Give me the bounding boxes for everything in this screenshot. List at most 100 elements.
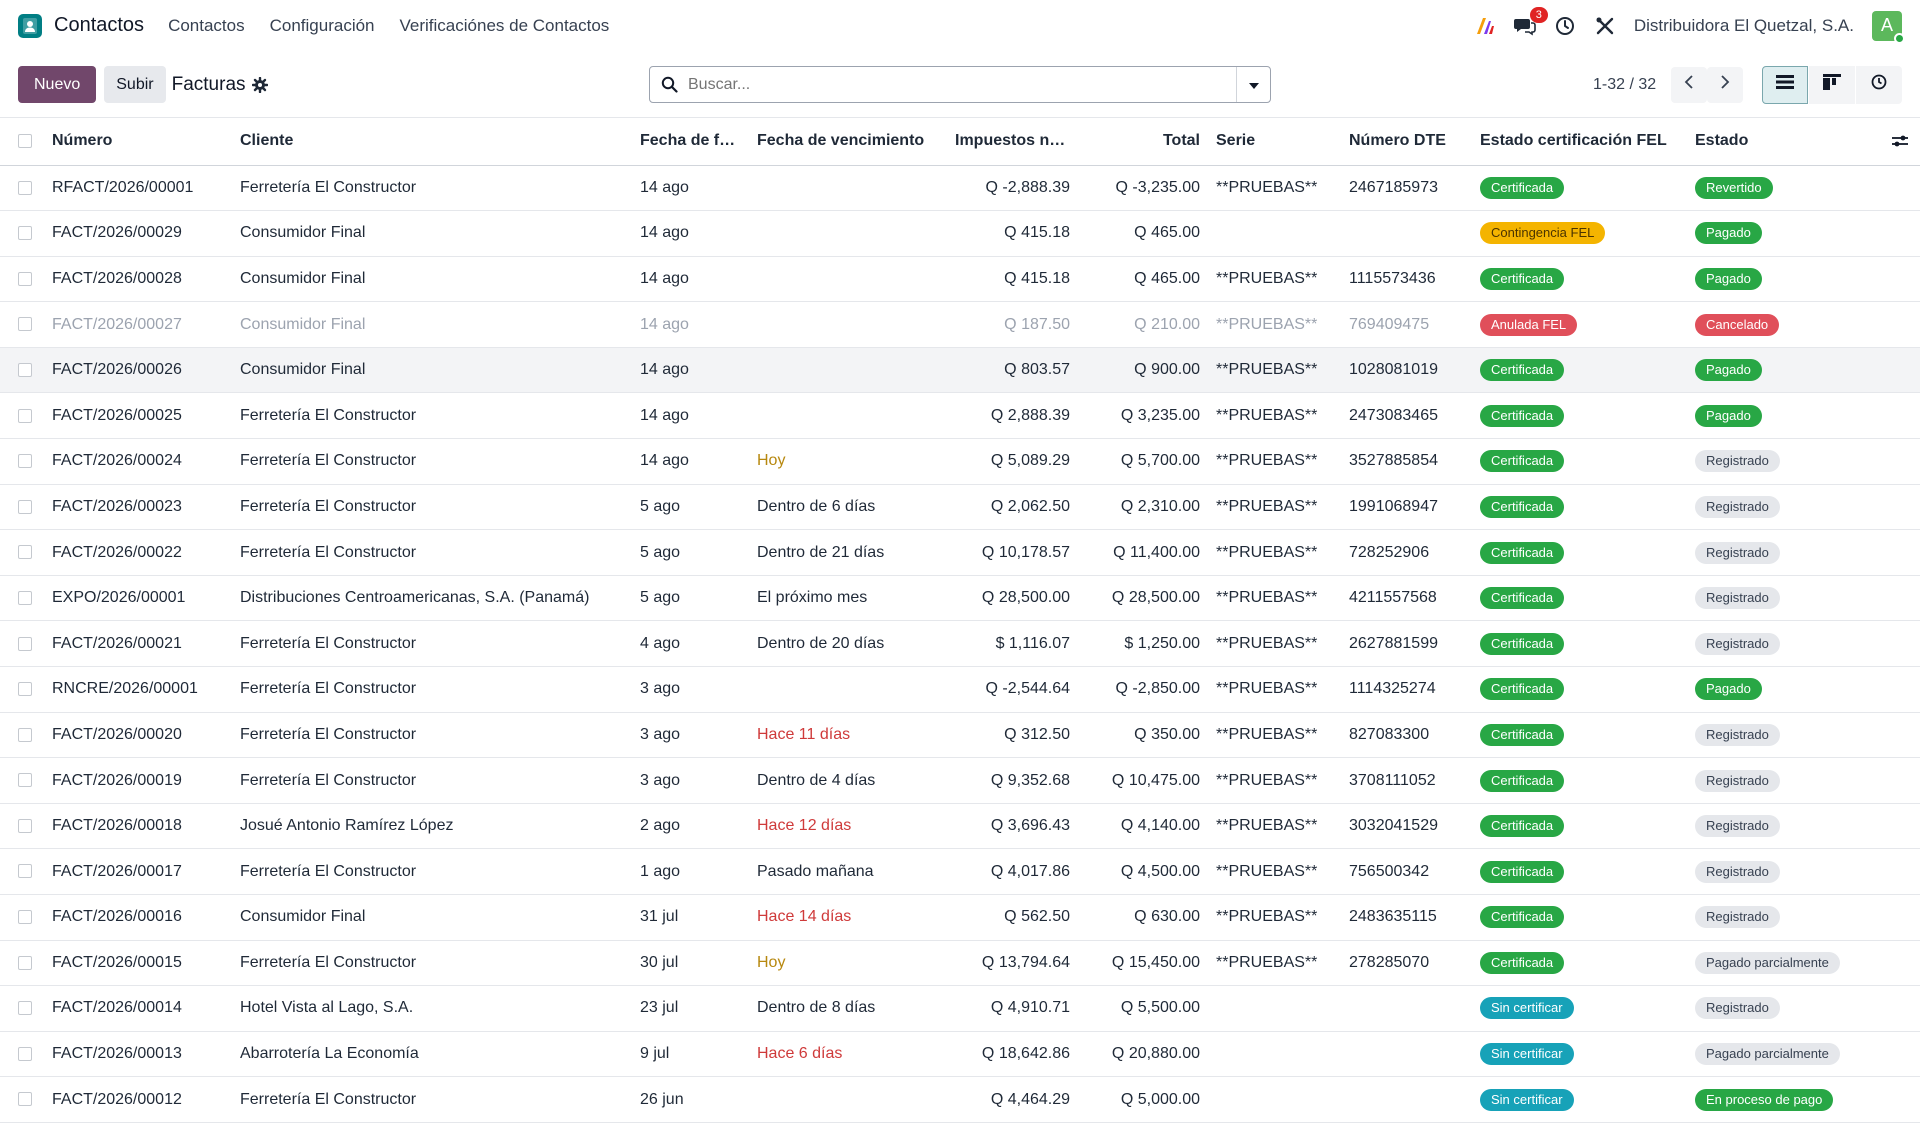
contacts-app-icon[interactable] <box>18 13 42 38</box>
amount-total: Q 10,475.00 <box>1111 771 1200 789</box>
table-row[interactable]: FACT/2026/00020 Ferretería El Constructor… <box>0 712 1920 758</box>
row-checkbox[interactable] <box>0 895 44 941</box>
row-checkbox[interactable] <box>0 165 44 211</box>
row-checkbox[interactable] <box>0 575 44 621</box>
invoice-number: RFACT/2026/00001 <box>52 178 194 196</box>
amount-total: $ 1,250.00 <box>1124 634 1200 652</box>
list-view-button[interactable] <box>1762 65 1808 104</box>
column-header-number[interactable]: Número <box>52 132 113 150</box>
state-badge: Registrado <box>1695 723 1780 746</box>
clock-icon[interactable] <box>1554 15 1576 37</box>
table-row[interactable]: FACT/2026/00021 Ferretería El Constructor… <box>0 621 1920 667</box>
row-checkbox[interactable] <box>0 758 44 804</box>
search-options-toggle[interactable] <box>1236 67 1270 102</box>
row-checkbox[interactable] <box>0 849 44 895</box>
ai-assistant-icon[interactable] <box>1474 15 1496 37</box>
row-checkbox[interactable] <box>0 712 44 758</box>
pager-value[interactable]: 1-32 / 32 <box>1593 75 1657 93</box>
row-checkbox[interactable] <box>0 530 44 576</box>
new-button[interactable]: Nuevo <box>18 66 97 103</box>
client-name: Hotel Vista al Lago, S.A. <box>240 999 414 1017</box>
sliders-icon[interactable] <box>1892 134 1908 153</box>
state-cell: Pagado parcialmente <box>1687 940 1920 986</box>
invoice-date: 3 ago <box>640 725 681 743</box>
table-row[interactable]: FACT/2026/00018 Josué Antonio Ramírez Lóp… <box>0 803 1920 849</box>
table-row[interactable]: FACT/2026/00019 Ferretería El Constructor… <box>0 758 1920 804</box>
table-row[interactable]: FACT/2026/00028 Consumidor Final 14 ago Q 4… <box>0 256 1920 302</box>
row-checkbox[interactable] <box>0 1031 44 1077</box>
column-header-fel-state[interactable]: Estado certificación FEL <box>1480 132 1667 150</box>
fel-status-badge: Anulada FEL <box>1480 313 1578 336</box>
column-header-total[interactable]: Total <box>1162 132 1200 150</box>
menu-verificaciones[interactable]: Verificaciónes de Contactos <box>399 15 610 35</box>
chat-icon[interactable]: 3 <box>1513 6 1548 37</box>
table-row[interactable]: RFACT/2026/00001 Ferretería El Constructo… <box>0 165 1920 211</box>
user-avatar[interactable]: A <box>1872 10 1905 44</box>
row-checkbox[interactable] <box>0 803 44 849</box>
state-cell: Registrado <box>1687 530 1920 576</box>
gear-icon[interactable] <box>251 76 268 93</box>
menu-contactos[interactable]: Contactos <box>168 15 245 35</box>
pager-previous-button[interactable] <box>1671 66 1707 103</box>
table-row[interactable]: FACT/2026/00013 Abarrotería La Economía 9 … <box>0 1031 1920 1077</box>
state-cell: En proceso de pago <box>1687 1077 1920 1123</box>
row-checkbox[interactable] <box>0 211 44 257</box>
column-header-tax-excluded[interactable]: Impuestos no ... <box>955 132 1077 150</box>
table-row[interactable]: FACT/2026/00015 Ferretería El Constructor… <box>0 940 1920 986</box>
table-row[interactable]: FACT/2026/00022 Ferretería El Constructor… <box>0 530 1920 576</box>
amount-untaxed: $ 1,116.07 <box>995 634 1070 652</box>
row-checkbox[interactable] <box>0 439 44 485</box>
company-name[interactable]: Distribuidora El Quetzal, S.A. <box>1633 15 1854 35</box>
due-date: Hace 6 días <box>757 1045 843 1063</box>
table-row[interactable]: FACT/2026/00012 Ferretería El Constructor… <box>0 1077 1920 1123</box>
dte-number: 2467185973 <box>1349 178 1438 196</box>
table-row[interactable]: FACT/2026/00026 Consumidor Final 14 ago Q 8… <box>0 347 1920 393</box>
column-header-dte[interactable]: Número DTE <box>1349 132 1446 150</box>
row-checkbox[interactable] <box>0 621 44 667</box>
table-row[interactable]: RNCRE/2026/00001 Ferretería El Constructo… <box>0 667 1920 713</box>
column-header-due-date[interactable]: Fecha de vencimiento <box>757 132 925 150</box>
due-date: Dentro de 20 días <box>757 634 885 652</box>
menu-configuracion[interactable]: Configuración <box>269 15 375 35</box>
table-row[interactable]: FACT/2026/00017 Ferretería El Constructor… <box>0 849 1920 895</box>
amount-total: Q -2,850.00 <box>1115 680 1201 698</box>
column-header-client[interactable]: Cliente <box>240 132 294 150</box>
row-checkbox[interactable] <box>0 393 44 439</box>
row-checkbox[interactable] <box>0 302 44 348</box>
state-badge: Registrado <box>1695 450 1780 473</box>
fel-status-cell: Certificada <box>1472 849 1687 895</box>
row-checkbox[interactable] <box>0 667 44 713</box>
table-row[interactable]: FACT/2026/00014 Hotel Vista al Lago, S.A.… <box>0 986 1920 1032</box>
table-row[interactable]: FACT/2026/00025 Ferretería El Constructor… <box>0 393 1920 439</box>
column-header-state[interactable]: Estado <box>1687 118 1920 165</box>
table-row[interactable]: FACT/2026/00027 Consumidor Final 14 ago Q 1… <box>0 302 1920 348</box>
row-checkbox[interactable] <box>0 484 44 530</box>
column-header-invoice-date[interactable]: Fecha de fa... <box>640 132 742 150</box>
due-date <box>749 165 947 211</box>
row-checkbox[interactable] <box>0 256 44 302</box>
amount-total: Q 3,235.00 <box>1120 406 1200 424</box>
select-all-checkbox[interactable] <box>0 118 44 165</box>
table-row[interactable]: FACT/2026/00024 Ferretería El Constructor… <box>0 439 1920 485</box>
invoice-date: 14 ago <box>640 315 689 333</box>
row-checkbox[interactable] <box>0 347 44 393</box>
tools-icon[interactable] <box>1594 15 1616 37</box>
activity-view-button[interactable] <box>1856 65 1902 104</box>
search-input[interactable] <box>650 67 1236 102</box>
amount-untaxed: Q -2,888.39 <box>985 178 1071 196</box>
table-row[interactable]: EXPO/2026/00001 Distribuciones Centroamer… <box>0 575 1920 621</box>
row-checkbox[interactable] <box>0 986 44 1032</box>
column-header-series[interactable]: Serie <box>1216 132 1256 150</box>
app-name[interactable]: Contactos <box>54 14 145 36</box>
table-row[interactable]: FACT/2026/00016 Consumidor Final 31 jul Hac… <box>0 895 1920 941</box>
row-checkbox[interactable] <box>0 1077 44 1123</box>
kanban-view-button[interactable] <box>1809 65 1855 104</box>
invoice-date: 1 ago <box>640 862 681 880</box>
pager-next-button[interactable] <box>1707 66 1743 103</box>
upload-button[interactable]: Subir <box>104 66 166 103</box>
state-badge: Registrado <box>1695 769 1780 792</box>
table-row[interactable]: FACT/2026/00029 Consumidor Final 14 ago Q 4… <box>0 211 1920 257</box>
table-row[interactable]: FACT/2026/00023 Ferretería El Constructor… <box>0 484 1920 530</box>
amount-total: Q 5,700.00 <box>1120 452 1200 470</box>
row-checkbox[interactable] <box>0 940 44 986</box>
